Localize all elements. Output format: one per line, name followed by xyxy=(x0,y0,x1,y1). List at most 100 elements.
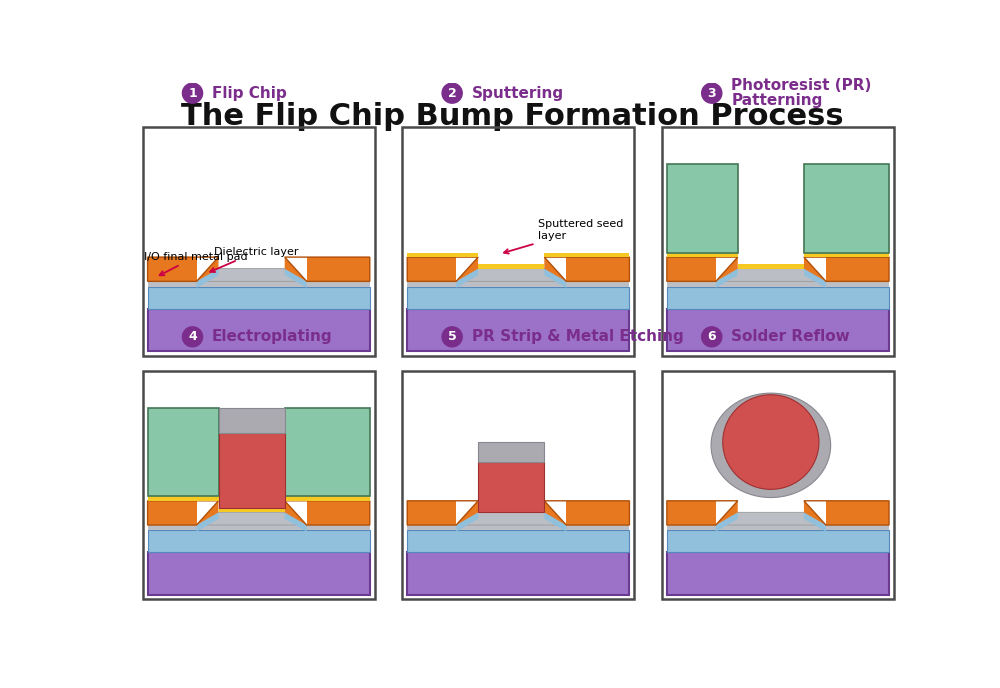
Polygon shape xyxy=(716,513,738,532)
Text: 2: 2 xyxy=(448,87,457,100)
Text: I/O final metal pad: I/O final metal pad xyxy=(144,252,247,275)
Bar xyxy=(667,257,716,281)
Polygon shape xyxy=(716,257,738,281)
FancyBboxPatch shape xyxy=(148,309,370,351)
Bar xyxy=(148,257,197,281)
Text: 5: 5 xyxy=(448,330,457,343)
Polygon shape xyxy=(716,268,738,288)
Polygon shape xyxy=(804,257,826,281)
Bar xyxy=(667,525,889,530)
Polygon shape xyxy=(804,252,826,257)
Bar xyxy=(148,525,370,530)
Polygon shape xyxy=(456,268,478,288)
Text: 4: 4 xyxy=(188,330,197,343)
Circle shape xyxy=(442,327,462,347)
Polygon shape xyxy=(285,513,307,532)
Polygon shape xyxy=(804,268,826,288)
Bar xyxy=(407,257,456,281)
Polygon shape xyxy=(197,257,219,281)
Bar xyxy=(667,252,716,257)
Circle shape xyxy=(182,83,203,103)
Polygon shape xyxy=(544,513,566,532)
Polygon shape xyxy=(716,501,738,525)
Text: 1: 1 xyxy=(188,87,197,100)
Ellipse shape xyxy=(723,395,819,489)
Circle shape xyxy=(182,327,203,347)
Bar xyxy=(478,462,544,513)
Polygon shape xyxy=(456,257,478,281)
Polygon shape xyxy=(197,268,219,288)
Bar xyxy=(407,287,629,309)
FancyBboxPatch shape xyxy=(804,164,889,252)
Bar xyxy=(478,264,544,268)
Bar xyxy=(307,257,370,281)
Polygon shape xyxy=(285,257,307,281)
Text: 6: 6 xyxy=(707,330,716,343)
Bar xyxy=(667,501,716,525)
Polygon shape xyxy=(544,257,566,281)
Text: Dielectric layer: Dielectric layer xyxy=(210,247,298,272)
Bar xyxy=(566,252,629,257)
Bar xyxy=(219,508,285,513)
Polygon shape xyxy=(544,268,566,288)
Ellipse shape xyxy=(711,393,831,497)
Polygon shape xyxy=(197,501,219,525)
FancyBboxPatch shape xyxy=(148,408,219,497)
Polygon shape xyxy=(456,268,566,281)
Bar xyxy=(566,501,629,525)
Bar xyxy=(148,281,370,287)
Polygon shape xyxy=(197,513,307,525)
Bar xyxy=(148,501,197,525)
Polygon shape xyxy=(804,501,826,525)
Circle shape xyxy=(702,327,722,347)
Polygon shape xyxy=(456,501,478,525)
Text: 3: 3 xyxy=(707,87,716,100)
Bar xyxy=(219,433,285,508)
Text: Photoresist (PR): Photoresist (PR) xyxy=(731,78,872,93)
Text: Solder Reflow: Solder Reflow xyxy=(731,330,850,345)
Polygon shape xyxy=(197,497,219,501)
Bar xyxy=(826,501,889,525)
Bar xyxy=(407,501,456,525)
Text: Electroplating: Electroplating xyxy=(212,330,333,345)
Text: Patterning: Patterning xyxy=(731,94,823,108)
FancyBboxPatch shape xyxy=(285,408,370,497)
Circle shape xyxy=(702,83,722,103)
Polygon shape xyxy=(804,513,826,532)
Bar xyxy=(738,264,804,268)
Text: Flip Chip: Flip Chip xyxy=(212,85,287,100)
Bar xyxy=(219,408,285,433)
Polygon shape xyxy=(197,513,219,532)
Bar xyxy=(307,501,370,525)
Bar xyxy=(148,287,370,309)
Bar xyxy=(407,530,629,552)
Polygon shape xyxy=(285,497,307,501)
Polygon shape xyxy=(716,268,826,281)
Bar xyxy=(407,281,629,287)
Bar xyxy=(667,287,889,309)
Polygon shape xyxy=(456,252,478,257)
Polygon shape xyxy=(544,252,566,257)
FancyBboxPatch shape xyxy=(667,164,738,252)
Polygon shape xyxy=(285,268,307,288)
Text: PR Strip & Metal Etching: PR Strip & Metal Etching xyxy=(472,330,683,345)
FancyBboxPatch shape xyxy=(148,552,370,594)
FancyBboxPatch shape xyxy=(407,309,629,351)
Polygon shape xyxy=(544,501,566,525)
Bar xyxy=(826,257,889,281)
FancyBboxPatch shape xyxy=(667,309,889,351)
FancyBboxPatch shape xyxy=(407,552,629,594)
Circle shape xyxy=(442,83,462,103)
FancyBboxPatch shape xyxy=(667,552,889,594)
Text: Sputtering: Sputtering xyxy=(472,85,564,100)
Polygon shape xyxy=(716,513,826,525)
Bar xyxy=(667,530,889,552)
Bar xyxy=(307,497,370,501)
Text: Sputtered seed
layer: Sputtered seed layer xyxy=(504,219,624,254)
Bar xyxy=(566,257,629,281)
Polygon shape xyxy=(197,268,307,281)
Bar xyxy=(407,525,629,530)
Text: The Flip Chip Bump Formation Process: The Flip Chip Bump Formation Process xyxy=(181,103,844,131)
Polygon shape xyxy=(456,513,566,525)
Bar xyxy=(667,281,889,287)
